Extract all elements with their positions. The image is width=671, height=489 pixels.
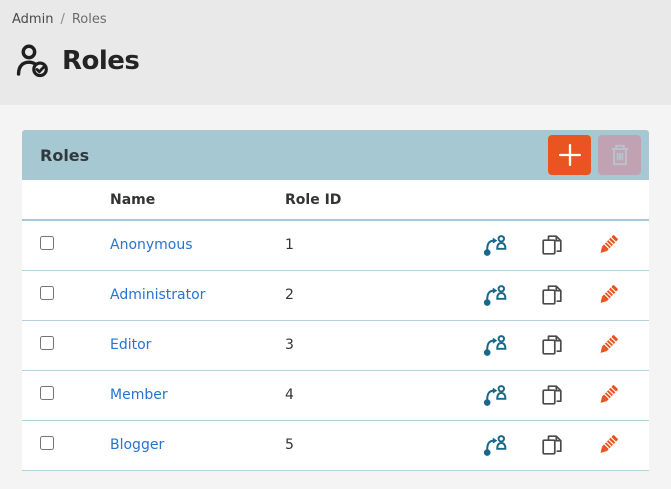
row-checkbox[interactable] — [40, 436, 54, 450]
table-header-row: Name Role ID — [22, 180, 649, 221]
table-row: Member 4 — [22, 370, 649, 421]
edit-role-icon[interactable] — [595, 232, 621, 258]
edit-role-icon[interactable] — [595, 282, 621, 308]
breadcrumb-current: Roles — [71, 12, 107, 27]
role-id: 4 — [285, 370, 443, 421]
column-header-checkbox — [22, 180, 110, 221]
table-row: Anonymous 1 — [22, 220, 649, 271]
copy-role-icon[interactable] — [539, 282, 565, 308]
copy-role-icon[interactable] — [539, 232, 565, 258]
copy-role-icon[interactable] — [539, 432, 565, 458]
page-header: Admin / Roles Roles — [0, 0, 671, 105]
role-name-link[interactable]: Editor — [110, 337, 152, 353]
role-id: 5 — [285, 420, 443, 471]
role-name-link[interactable]: Anonymous — [110, 237, 193, 254]
table-row: Administrator 2 — [22, 270, 649, 321]
assign-users-icon[interactable] — [482, 282, 508, 308]
role-id: 2 — [285, 270, 443, 321]
role-id: 3 — [285, 320, 443, 371]
row-checkbox[interactable] — [40, 286, 54, 300]
breadcrumb-separator: / — [60, 12, 65, 27]
copy-role-icon[interactable] — [539, 332, 565, 358]
roles-table-body: Anonymous 1 — [22, 220, 649, 471]
assign-users-icon[interactable] — [482, 432, 508, 458]
edit-role-icon[interactable] — [595, 332, 621, 358]
role-name-link[interactable]: Blogger — [110, 437, 165, 453]
row-checkbox[interactable] — [40, 336, 54, 350]
row-checkbox[interactable] — [40, 386, 54, 400]
edit-role-icon[interactable] — [595, 382, 621, 408]
assign-users-icon[interactable] — [482, 382, 508, 408]
page-title: Roles — [62, 45, 140, 76]
column-header-role-id: Role ID — [285, 180, 443, 221]
assign-users-icon[interactable] — [482, 232, 508, 258]
roles-panel: Roles — [22, 130, 649, 471]
row-checkbox[interactable] — [40, 236, 54, 251]
breadcrumb: Admin / Roles — [12, 12, 671, 27]
trash-icon — [607, 142, 633, 168]
table-row: Editor 3 — [22, 320, 649, 371]
user-check-icon — [14, 42, 51, 79]
role-name-link[interactable]: Member — [110, 387, 168, 403]
copy-role-icon[interactable] — [539, 382, 565, 408]
panel-buttons — [548, 135, 641, 175]
plus-icon — [556, 141, 584, 169]
breadcrumb-admin-link[interactable]: Admin — [12, 12, 54, 27]
table-row: Blogger 5 — [22, 420, 649, 471]
role-id: 1 — [285, 220, 443, 271]
role-name-link[interactable]: Administrator — [110, 287, 206, 303]
add-role-button[interactable] — [548, 135, 591, 175]
panel-title: Roles — [40, 145, 90, 165]
delete-roles-button[interactable] — [598, 135, 641, 175]
edit-role-icon[interactable] — [595, 432, 621, 458]
roles-table: Name Role ID Anonymous 1 — [22, 180, 649, 471]
column-header-actions — [443, 180, 649, 221]
assign-users-icon[interactable] — [482, 332, 508, 358]
column-header-name: Name — [110, 180, 285, 221]
panel-header: Roles — [22, 130, 649, 180]
